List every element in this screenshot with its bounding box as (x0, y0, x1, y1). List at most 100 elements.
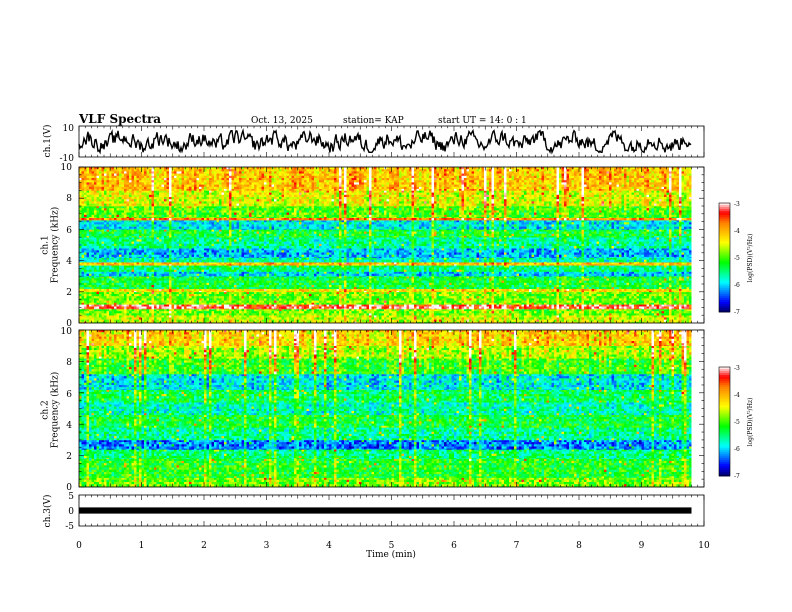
heat-cell (281, 294, 285, 297)
heat-cell (559, 290, 562, 293)
heat-cell (274, 300, 277, 304)
heat-cell (211, 298, 215, 301)
heat-cell (176, 302, 180, 305)
heat-cell (291, 290, 295, 293)
heat-cell (201, 317, 205, 320)
heat-cell (251, 304, 255, 307)
heat-cell (474, 296, 477, 299)
heat-cell (579, 317, 582, 320)
heat-cell (471, 311, 475, 314)
heat-cell (449, 306, 452, 309)
heat-cell (111, 317, 115, 320)
heat-cell (119, 291, 122, 295)
heat-cell (226, 308, 230, 312)
heat-cell (404, 315, 407, 318)
heat-cell (469, 317, 472, 320)
heat-cell (679, 291, 682, 295)
heat-cell (629, 304, 632, 307)
heat-cell (169, 306, 172, 309)
heat-cell (674, 321, 677, 324)
heat-cell (279, 313, 282, 316)
heat-cell (544, 321, 547, 324)
heat-cell (491, 276, 495, 279)
heat-cell (221, 302, 225, 305)
heat-cell (171, 276, 175, 279)
heat-cell (496, 294, 500, 297)
heat-cell (341, 319, 345, 323)
heat-cell (526, 288, 530, 292)
heat-cell (384, 276, 387, 279)
heat-cell (91, 313, 95, 316)
heat-cell (471, 315, 475, 318)
heat-cell (156, 290, 160, 293)
heat-cell (166, 296, 170, 299)
heat-cell (414, 308, 417, 310)
heat-cell (134, 308, 137, 310)
heat-cell (239, 276, 242, 279)
heat-cell (601, 298, 605, 301)
heat-cell (299, 290, 302, 293)
heat-cell (659, 302, 662, 305)
heat-cell (509, 304, 512, 307)
heat-cell (409, 300, 412, 304)
heat-cell (541, 294, 545, 297)
heat-cell (191, 317, 195, 320)
heat-cell (346, 291, 350, 295)
heat-cell (346, 278, 350, 281)
heat-cell (251, 308, 255, 312)
heat-cell (369, 290, 372, 293)
heat-cell (516, 308, 520, 310)
heat-cell (289, 302, 292, 305)
heat-cell (576, 321, 580, 324)
heat-cell (421, 296, 425, 299)
heat-cell (504, 306, 507, 309)
heat-cell (321, 288, 325, 292)
heat-cell (331, 290, 335, 293)
heat-cell (94, 306, 97, 309)
heat-cell (496, 315, 500, 318)
heat-cell (434, 317, 437, 320)
heat-cell (84, 294, 87, 297)
heat-cell (504, 321, 507, 324)
heat-cell (179, 276, 182, 279)
heat-cell (641, 321, 645, 324)
heat-cell (481, 315, 485, 318)
heat-cell (416, 298, 420, 301)
heat-cell (489, 302, 492, 305)
heat-cell (276, 296, 280, 299)
heat-cell (574, 304, 577, 307)
heat-cell (601, 276, 605, 279)
heat-cell (386, 294, 390, 297)
heat-cell (521, 296, 525, 299)
heat-cell (554, 296, 557, 299)
heat-cell (164, 313, 167, 316)
heat-cell (306, 317, 310, 320)
heat-cell (181, 278, 185, 281)
heat-cell (196, 313, 200, 316)
heat-cell (221, 304, 225, 307)
heat-cell (144, 319, 147, 323)
heat-cell (619, 308, 622, 312)
heat-cell (349, 296, 352, 299)
heat-cell (406, 306, 410, 309)
heat-cell (399, 276, 402, 279)
heat-cell (601, 294, 605, 297)
heat-cell (656, 276, 660, 279)
heat-cell (149, 315, 152, 318)
heat-cell (524, 296, 527, 299)
heat-cell (266, 294, 270, 297)
heat-cell (389, 288, 392, 292)
heat-cell (254, 321, 257, 324)
heat-cell (366, 317, 370, 320)
heat-cell (344, 278, 347, 281)
heat-cell (636, 308, 640, 312)
heat-cell (511, 308, 515, 312)
heat-cell (184, 311, 187, 314)
heat-cell (164, 319, 167, 323)
heat-cell (144, 302, 147, 305)
heat-cell (134, 313, 137, 316)
heat-cell (656, 294, 660, 297)
heat-cell (449, 319, 452, 323)
heat-cell (624, 298, 627, 301)
